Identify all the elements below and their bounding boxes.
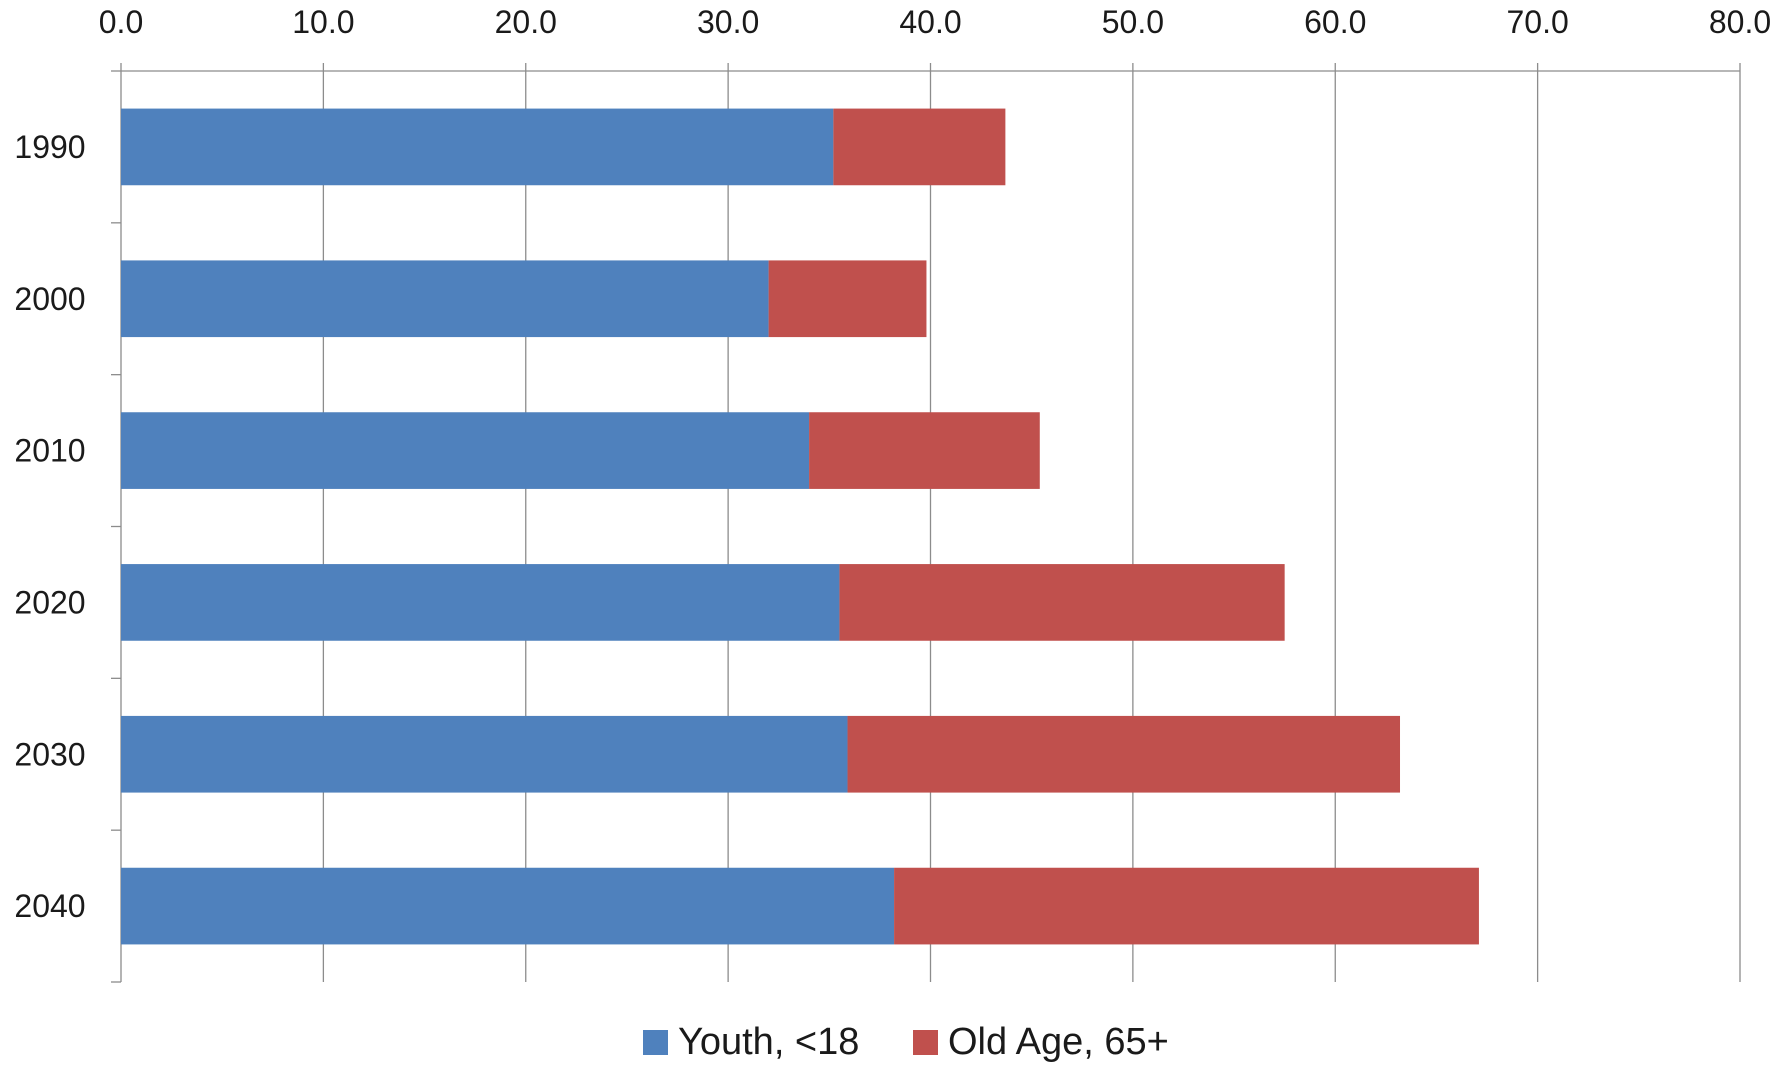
tick-labels: 0.0 10.0 20.0 30.0 40.0 50.0 60.0 70.0 80.0 1990 2… [14,4,1771,924]
x-tick-label: 20.0 [495,4,557,40]
legend-swatch-0 [643,1030,668,1055]
bar-2000-series-1 [768,260,927,338]
legend-label: Old Age, 65+ [948,1021,1169,1063]
bar-1990-series-0 [121,108,834,186]
legend: Youth, <18 Old Age, 65+ [643,1021,1169,1063]
x-tick-label: 50.0 [1102,4,1164,40]
x-tick-label: 10.0 [292,4,354,40]
bar-2040-series-0 [121,867,895,945]
bar-2010-series-0 [121,412,810,489]
y-category-label: 2000 [14,281,85,317]
bar-1990-series-1 [833,108,1006,186]
x-tick-label: 0.0 [99,4,143,40]
bar-2010-series-1 [809,412,1040,489]
bar-2020-series-0 [121,564,840,641]
x-tick-label: 40.0 [899,4,961,40]
y-category-label: 2020 [14,584,85,620]
x-tick-label: 60.0 [1304,4,1366,40]
bar-2040-series-1 [894,867,1479,945]
x-tick-label: 30.0 [697,4,759,40]
grid-lines [322,71,1741,982]
axes [111,63,1741,983]
x-tick-label: 80.0 [1709,4,1771,40]
y-category-label: 2040 [14,888,85,924]
bar-2030-series-1 [847,715,1401,793]
bar-2030-series-0 [121,715,848,793]
y-category-label: 2010 [14,433,85,469]
bar-2020-series-1 [839,564,1285,641]
bar-2000-series-0 [121,260,769,338]
bars [121,108,1479,945]
y-category-label: 2030 [14,736,85,772]
legend-swatch-1 [913,1030,938,1055]
y-category-label: 1990 [14,129,85,165]
legend-label: Youth, <18 [678,1021,859,1063]
x-tick-label: 70.0 [1506,4,1568,40]
